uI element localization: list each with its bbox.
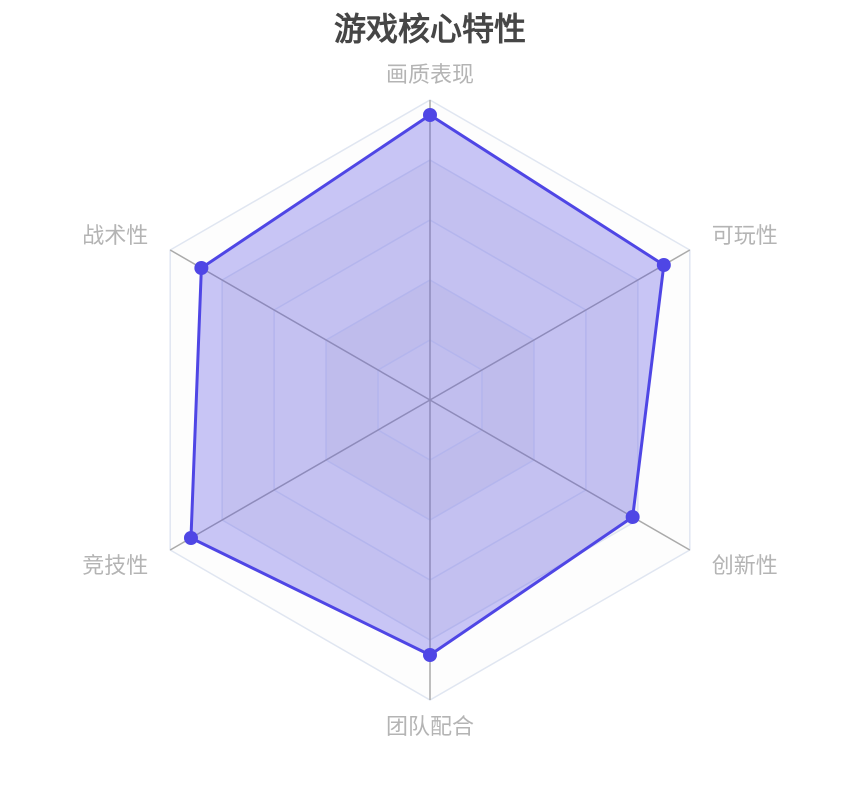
- axis-line-1: [429, 249, 691, 401]
- indicator-label: 团队配合: [386, 715, 474, 740]
- indicator-label: 可玩性: [712, 224, 778, 249]
- data-point-可玩性: [656, 258, 671, 272]
- data-point-团队配合: [423, 648, 437, 662]
- indicator-label: 竞技性: [82, 554, 148, 579]
- axis-line-4: [169, 399, 431, 551]
- axis-line-5: [169, 249, 431, 401]
- data-point-画质表现: [423, 108, 437, 122]
- indicator-label: 画质表现: [386, 63, 474, 88]
- data-point-创新性: [625, 510, 640, 524]
- data-point-竞技性: [183, 531, 198, 545]
- indicator-label: 战术性: [82, 224, 148, 249]
- data-point-战术性: [194, 261, 209, 275]
- indicator-label: 创新性: [712, 554, 778, 579]
- chart-title: 游戏核心特性: [333, 10, 526, 48]
- axis-line-2: [429, 399, 691, 551]
